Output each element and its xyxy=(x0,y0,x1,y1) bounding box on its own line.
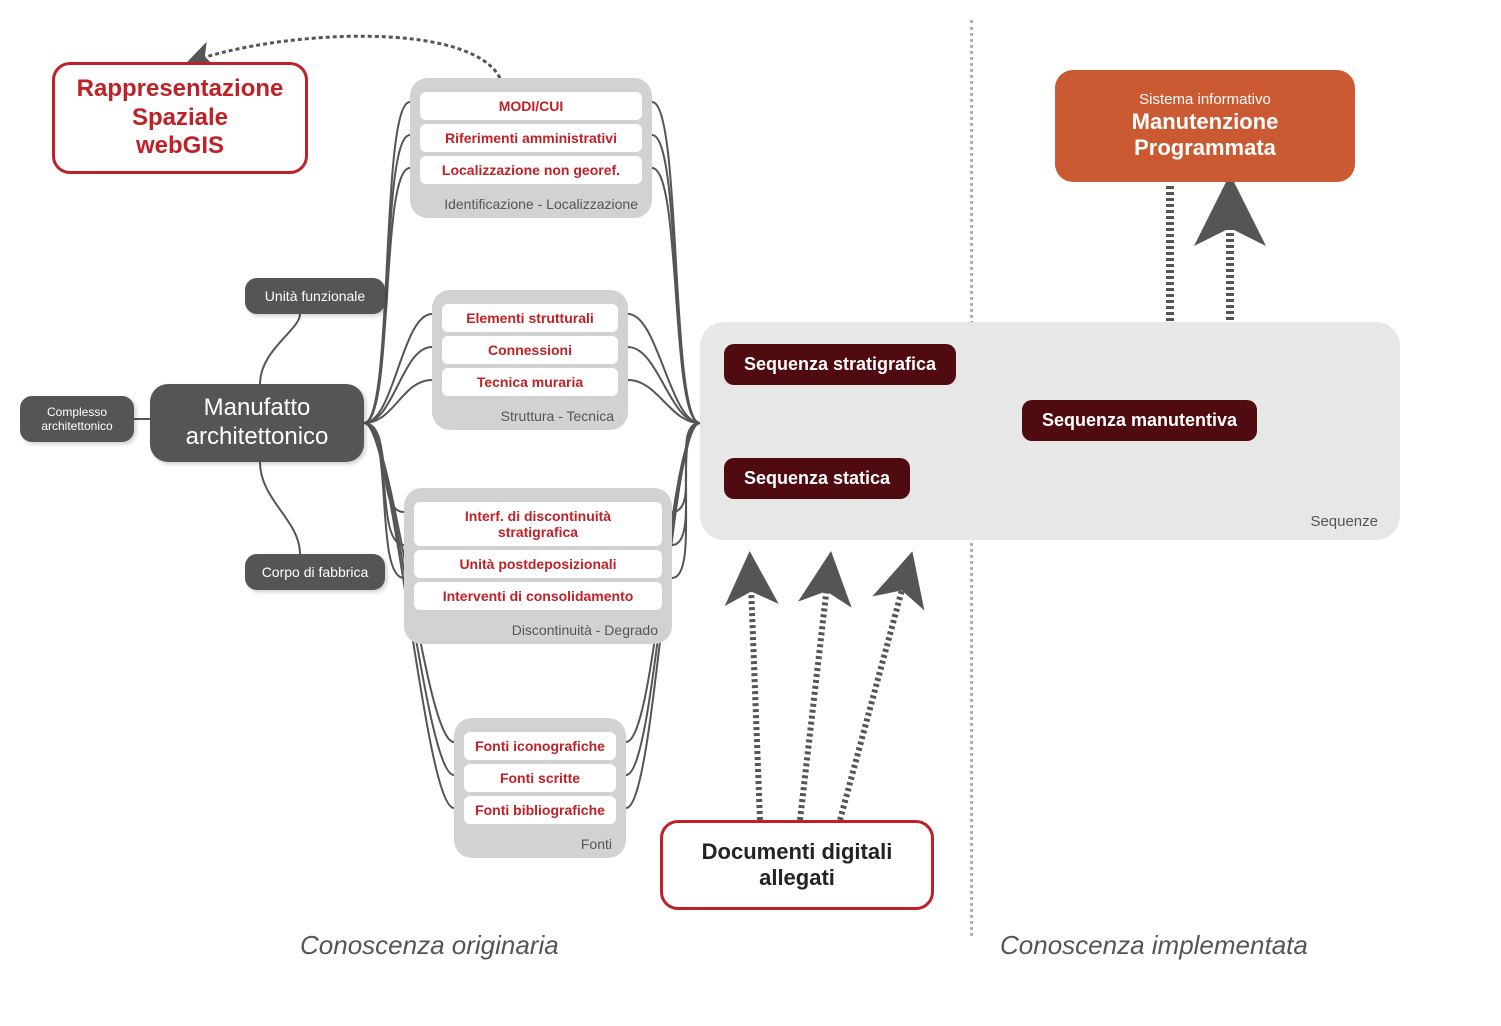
strut-item-0: Elementi strutturali xyxy=(442,304,618,332)
documenti-l2: allegati xyxy=(759,865,835,891)
sequenze-box: Sequenza stratigrafica Sequenza statica … xyxy=(700,322,1400,540)
disc-item-0: Interf. di discontinuità stratigrafica xyxy=(414,502,662,546)
sistema-l1: Sistema informativo xyxy=(1139,91,1271,109)
caption-right: Conoscenza implementata xyxy=(1000,930,1308,961)
disc-item-2: Interventi di consolidamento xyxy=(414,582,662,610)
caption-left: Conoscenza originaria xyxy=(300,930,559,961)
ident-label: Identificazione - Localizzazione xyxy=(444,196,638,212)
ident-item-2: Localizzazione non georef. xyxy=(420,156,642,184)
strut-item-1: Connessioni xyxy=(442,336,618,364)
pill-stratigrafica: Sequenza stratigrafica xyxy=(724,344,956,385)
unita-node: Unità funzionale xyxy=(245,278,385,314)
webgis-l1: Rappresentazione xyxy=(77,75,284,104)
corpo-node: Corpo di fabbrica xyxy=(245,554,385,590)
fonti-item-0: Fonti iconografiche xyxy=(464,732,616,760)
manufatto-node: Manufatto architettonico xyxy=(150,384,364,462)
group-identificazione: MODI/CUI Riferimenti amministrativi Loca… xyxy=(410,78,652,218)
strut-item-2: Tecnica muraria xyxy=(442,368,618,396)
ident-item-1: Riferimenti amministrativi xyxy=(420,124,642,152)
documenti-node: Documenti digitali allegati xyxy=(660,820,934,910)
sistema-l2: Manutenzione xyxy=(1132,109,1279,135)
corpo-label: Corpo di fabbrica xyxy=(262,564,369,581)
complesso-node: Complesso architettonico xyxy=(20,396,134,442)
disc-label: Discontinuità - Degrado xyxy=(512,622,658,638)
webgis-l2: Spaziale xyxy=(132,104,228,133)
pill-manutentiva: Sequenza manutentiva xyxy=(1022,400,1257,441)
manufatto-l1: Manufatto xyxy=(204,394,311,423)
unita-label: Unità funzionale xyxy=(265,288,365,305)
strut-label: Struttura - Tecnica xyxy=(501,408,614,424)
fonti-label: Fonti xyxy=(581,836,612,852)
fonti-item-1: Fonti scritte xyxy=(464,764,616,792)
manufatto-l2: architettonico xyxy=(186,423,329,452)
group-discontinuita: Interf. di discontinuità stratigrafica U… xyxy=(404,488,672,644)
sistema-l3: Programmata xyxy=(1134,135,1276,161)
sistema-node: Sistema informativo Manutenzione Program… xyxy=(1055,70,1355,182)
disc-item-1: Unità postdeposizionali xyxy=(414,550,662,578)
complesso-l2: architettonico xyxy=(41,419,112,433)
webgis-l3: webGIS xyxy=(136,132,224,161)
webgis-node: Rappresentazione Spaziale webGIS xyxy=(52,62,308,174)
group-struttura: Elementi strutturali Connessioni Tecnica… xyxy=(432,290,628,430)
sequenze-label: Sequenze xyxy=(1310,513,1378,530)
documenti-l1: Documenti digitali xyxy=(702,839,893,865)
complesso-l1: Complesso xyxy=(47,405,107,419)
group-fonti: Fonti iconografiche Fonti scritte Fonti … xyxy=(454,718,626,858)
fonti-item-2: Fonti bibliografiche xyxy=(464,796,616,824)
ident-item-0: MODI/CUI xyxy=(420,92,642,120)
pill-statica: Sequenza statica xyxy=(724,458,910,499)
